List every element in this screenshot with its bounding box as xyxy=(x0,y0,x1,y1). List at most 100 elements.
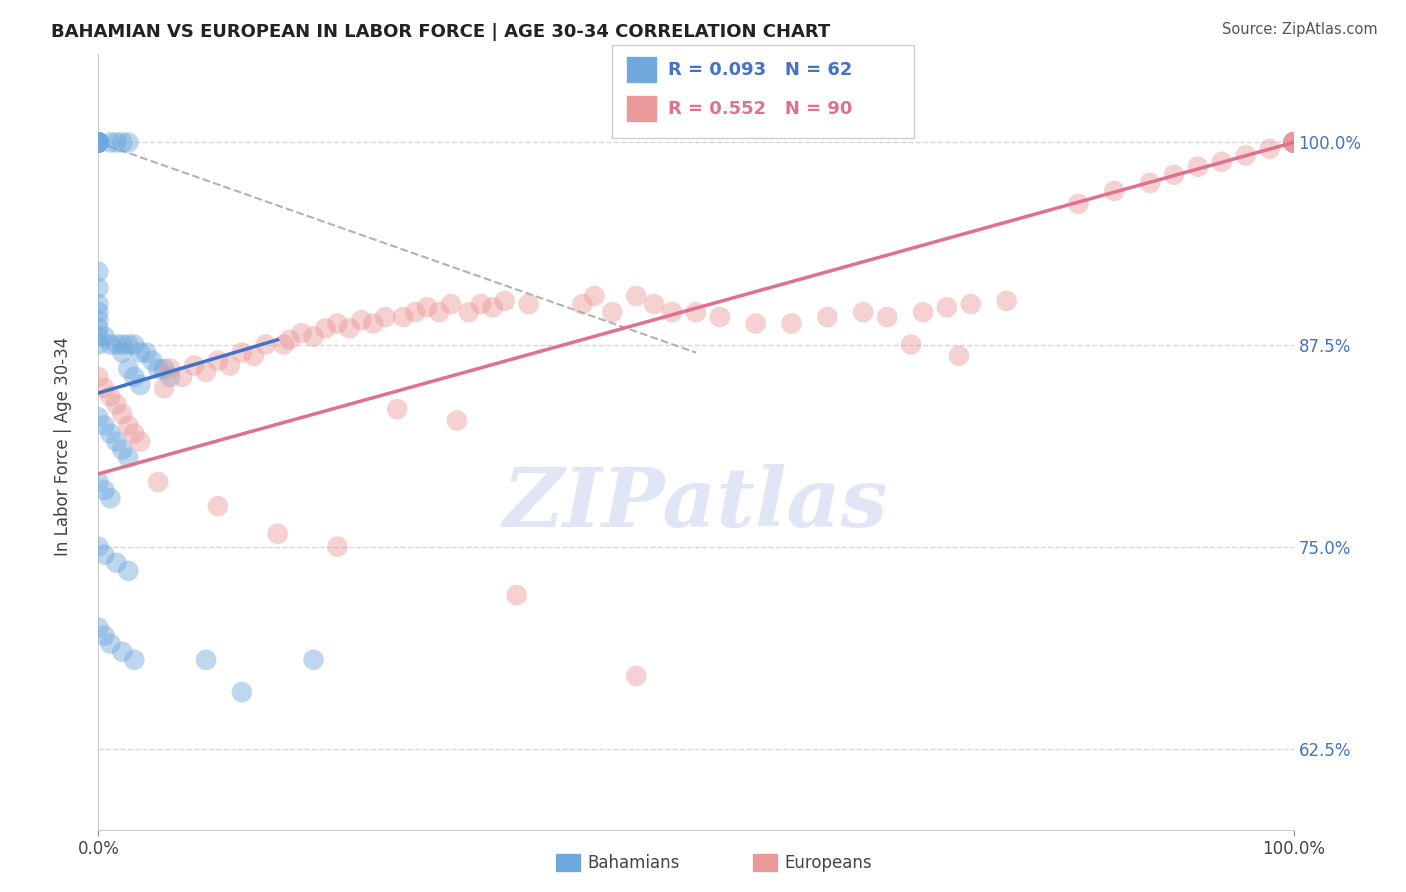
Point xyxy=(685,305,707,319)
Point xyxy=(506,588,529,602)
Point xyxy=(105,434,128,449)
Point xyxy=(111,442,134,457)
Point xyxy=(87,313,110,327)
Point xyxy=(481,301,505,315)
Point xyxy=(1234,148,1257,162)
Point xyxy=(87,540,110,554)
Point xyxy=(780,317,803,331)
Point xyxy=(583,289,606,303)
Point xyxy=(87,305,110,319)
Point xyxy=(815,310,838,324)
Point xyxy=(1282,136,1305,150)
Point xyxy=(98,136,122,150)
Point xyxy=(267,526,290,541)
Point xyxy=(1163,168,1185,182)
Point xyxy=(87,136,110,150)
Point xyxy=(111,337,134,351)
Point xyxy=(602,305,624,319)
Point xyxy=(105,136,128,150)
Point xyxy=(148,361,170,376)
Point xyxy=(93,629,115,643)
Point xyxy=(87,281,110,295)
Point xyxy=(117,450,139,465)
Point xyxy=(571,297,593,311)
Point xyxy=(93,418,115,433)
Point xyxy=(153,381,176,395)
Point xyxy=(159,361,181,376)
Point xyxy=(852,305,875,319)
Point xyxy=(1282,136,1305,150)
Point xyxy=(1282,136,1305,150)
Point xyxy=(129,434,152,449)
Point xyxy=(105,337,128,351)
Point xyxy=(900,337,922,351)
Point xyxy=(87,337,110,351)
Text: Europeans: Europeans xyxy=(785,854,872,871)
Point xyxy=(326,540,349,554)
Point xyxy=(93,548,115,562)
Point xyxy=(995,293,1018,308)
Text: BAHAMIAN VS EUROPEAN IN LABOR FORCE | AGE 30-34 CORRELATION CHART: BAHAMIAN VS EUROPEAN IN LABOR FORCE | AG… xyxy=(51,23,830,41)
Point xyxy=(254,337,277,351)
Point xyxy=(117,418,139,433)
Point xyxy=(105,556,128,570)
Point xyxy=(87,265,110,279)
Point xyxy=(911,305,934,319)
Point xyxy=(1104,184,1126,198)
Point xyxy=(111,407,134,421)
Point xyxy=(302,329,325,343)
Point xyxy=(1282,136,1305,150)
Point xyxy=(517,297,540,311)
Point xyxy=(1282,136,1305,150)
Point xyxy=(1258,142,1281,156)
Point xyxy=(219,359,242,373)
Point xyxy=(392,310,415,324)
Point xyxy=(93,483,115,497)
Point xyxy=(87,297,110,311)
Point xyxy=(315,321,337,335)
Text: R = 0.093   N = 62: R = 0.093 N = 62 xyxy=(668,61,852,78)
Point xyxy=(416,301,439,315)
Point xyxy=(936,301,959,315)
Point xyxy=(876,310,898,324)
Point xyxy=(385,402,409,417)
Point xyxy=(494,293,516,308)
Point xyxy=(87,136,110,150)
Point xyxy=(1067,197,1090,211)
Point xyxy=(87,321,110,335)
Point xyxy=(87,620,110,634)
Point xyxy=(87,136,110,150)
Point xyxy=(87,410,110,425)
Point xyxy=(440,297,463,311)
Point xyxy=(458,305,481,319)
Point xyxy=(339,321,361,335)
Point xyxy=(326,317,349,331)
Text: Source: ZipAtlas.com: Source: ZipAtlas.com xyxy=(1222,22,1378,37)
Point xyxy=(98,426,122,441)
Text: ZIPatlas: ZIPatlas xyxy=(503,464,889,543)
Point xyxy=(124,426,146,441)
Point xyxy=(231,685,253,699)
Point xyxy=(87,136,110,150)
Point xyxy=(111,345,134,359)
Point xyxy=(124,370,146,384)
Point xyxy=(93,381,115,395)
Point xyxy=(350,313,373,327)
Point xyxy=(172,370,194,384)
Point xyxy=(1282,136,1305,150)
Point xyxy=(626,289,648,303)
Point xyxy=(117,136,139,150)
Point xyxy=(159,370,181,384)
Point xyxy=(87,329,110,343)
Point xyxy=(960,297,983,311)
Point xyxy=(117,337,139,351)
Point xyxy=(105,397,128,411)
Point xyxy=(117,361,139,376)
Point xyxy=(1211,154,1233,169)
Point xyxy=(129,345,152,359)
Point xyxy=(98,337,122,351)
Point xyxy=(87,370,110,384)
Point xyxy=(243,349,266,363)
Point xyxy=(153,361,176,376)
Point xyxy=(207,500,229,514)
